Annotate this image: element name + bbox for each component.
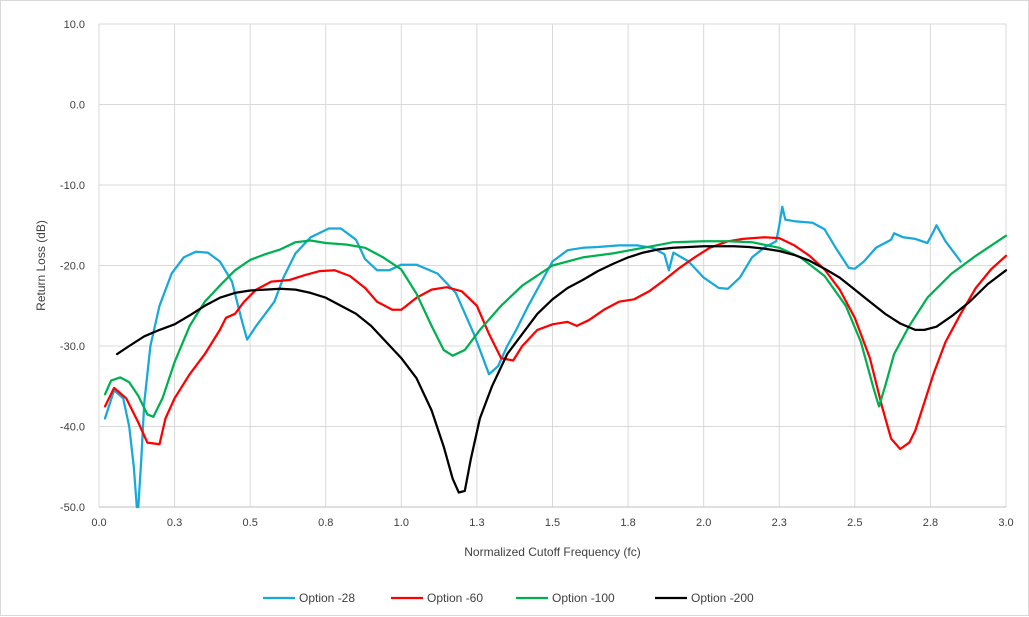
x-axis-title: Normalized Cutoff Frequency (fc) [464,545,641,559]
series-line-4 [115,245,1008,494]
legend-label: Option -100 [552,591,615,605]
x-tick-label: 1.3 [469,517,484,529]
x-tick-label: 1.0 [394,517,409,529]
x-tick-label: 0.3 [167,517,182,529]
series-line-1 [103,205,962,509]
legend-label: Option -28 [299,591,355,605]
x-tick-label: 2.3 [772,517,787,529]
series-lines [103,205,1008,509]
x-tick-label: 0.0 [91,517,106,529]
y-tick-label: -50.0 [60,502,85,514]
x-tick-label: 0.5 [243,517,258,529]
legend-label: Option -200 [691,591,754,605]
y-tick-label: 10.0 [64,19,85,31]
y-tick-label: 0.0 [70,100,85,112]
legend: Option -28 Option -60 Option -100 Option -2… [263,591,754,605]
y-tick-label: -20.0 [60,261,85,273]
x-tick-label: 0.8 [318,517,333,529]
series-line-3 [103,234,1008,418]
x-tick-label: 2.0 [696,517,711,529]
x-tick-label: 2.8 [923,517,938,529]
y-axis-title: Return Loss (dB) [34,220,48,311]
y-tick-label: -10.0 [60,180,85,192]
x-tick-label: 1.8 [620,517,635,529]
x-axis-ticks: 0.0 0.3 0.5 0.8 1.0 1.3 1.5 1.8 2.0 2.3 2.5 2.8 3.0 [91,517,1013,529]
y-axis-ticks: 10.0 0.0 -10.0 -20.0 -30.0 -40.0 -50.0 [60,19,85,514]
y-tick-label: -40.0 [60,422,85,434]
y-tick-label: -30.0 [60,341,85,353]
x-tick-label: 1.5 [545,517,560,529]
x-tick-label: 3.0 [998,517,1013,529]
x-tick-label: 2.5 [847,517,862,529]
legend-label: Option -60 [427,591,483,605]
series-line-2 [103,236,1008,451]
